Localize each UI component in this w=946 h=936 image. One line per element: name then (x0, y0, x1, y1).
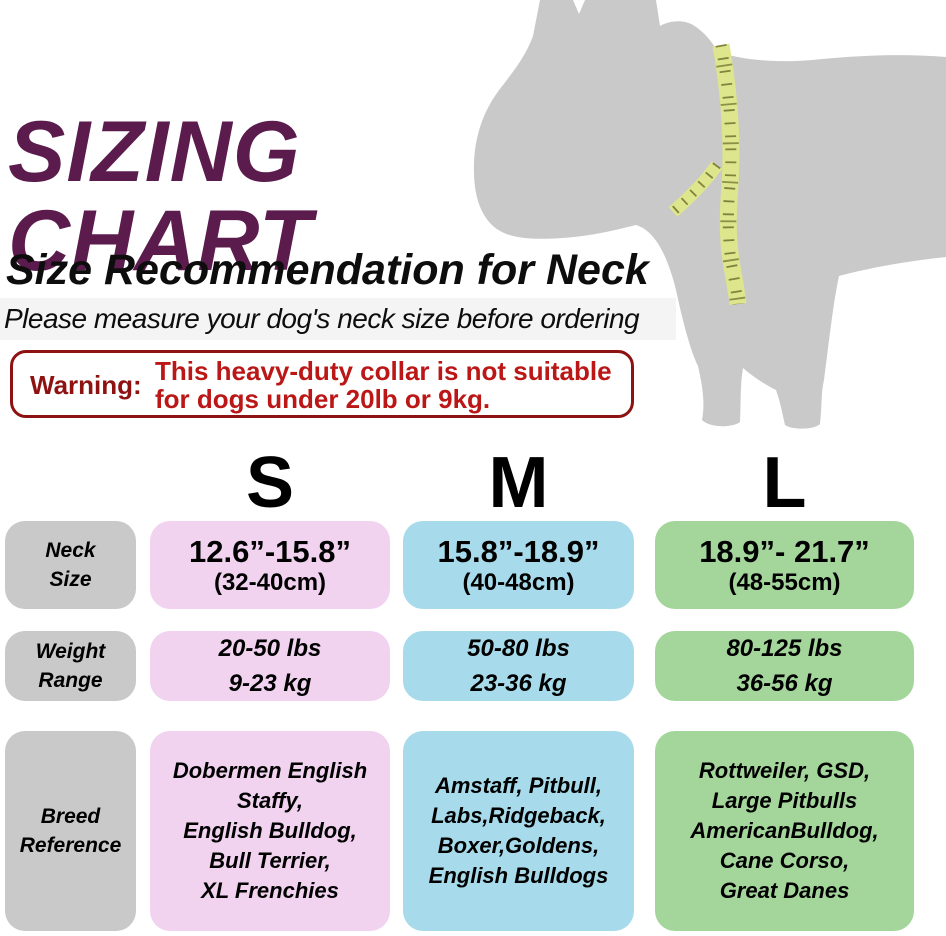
row-label-line: Reference (19, 834, 122, 857)
breed-line: AmericanBulldog, (690, 818, 879, 843)
breed-line: Rottweiler, GSD, (698, 758, 871, 783)
row-label-weight-range: Weight Range (5, 631, 136, 701)
breed-line: Bull Terrier, (209, 848, 331, 873)
weight-kg: 23-36 kg (470, 670, 567, 697)
measure-note: Please measure your dog's neck size befo… (4, 303, 640, 334)
breed-line: Great Danes (719, 878, 850, 903)
weight-kg: 36-56 kg (736, 670, 833, 697)
cell-breed-m: Amstaff, Pitbull, Labs,Ridgeback, Boxer,… (403, 731, 634, 931)
page-title-line1: SIZING (8, 103, 301, 200)
neck-inches: 18.9”- 21.7” (699, 534, 870, 569)
row-label-line: Weight (35, 640, 106, 663)
weight-lbs: 50-80 lbs (467, 635, 570, 662)
cell-weight-s: 20-50 lbs 9-23 kg (150, 631, 390, 701)
row-label-line: Neck (45, 539, 96, 562)
note-background-strip (0, 298, 676, 340)
row-label-breed-reference: Breed Reference (5, 731, 136, 931)
page-title-line2: CHART (8, 192, 313, 289)
dog-silhouette (473, 0, 946, 429)
warning-text: This heavy-duty collar is not suitable f… (155, 357, 612, 413)
cell-weight-l: 80-125 lbs 36-56 kg (655, 631, 914, 701)
row-label-line: Range (38, 669, 103, 692)
breed-line: Large Pitbulls (711, 788, 858, 813)
cell-neck-size-m: 15.8”-18.9” (40-48cm) (403, 521, 634, 609)
page-title: SIZING CHART (8, 103, 313, 289)
breed-line: Boxer,Goldens, (437, 833, 600, 858)
cell-weight-m: 50-80 lbs 23-36 kg (403, 631, 634, 701)
warning-box: Warning: This heavy-duty collar is not s… (10, 350, 634, 418)
cell-neck-size-s: 12.6”-15.8” (32-40cm) (150, 521, 390, 609)
size-header-l: L (762, 443, 807, 523)
neck-inches: 15.8”-18.9” (437, 534, 600, 569)
row-label-line: Size (49, 568, 92, 591)
breed-line: XL Frenchies (201, 878, 339, 903)
warning-label: Warning: (30, 370, 142, 400)
breed-line: Dobermen English (172, 758, 368, 783)
breed-line: Cane Corso, (719, 848, 850, 873)
subtitle: Size Recommendation for Neck (6, 246, 649, 294)
neck-cm: (40-48cm) (462, 569, 575, 596)
measuring-tape (668, 43, 747, 305)
size-header-s: S (245, 443, 295, 523)
breed-line: Staffy, (236, 788, 304, 813)
size-header-m: M (488, 443, 549, 523)
breed-line: Labs,Ridgeback, (431, 803, 606, 828)
cell-breed-s: Dobermen English Staffy, English Bulldog… (150, 731, 390, 931)
breed-line: English Bulldogs (428, 863, 609, 888)
neck-inches: 12.6”-15.8” (189, 534, 351, 569)
row-label-neck-size: Neck Size (5, 521, 136, 609)
weight-kg: 9-23 kg (228, 670, 312, 697)
breed-line: Amstaff, Pitbull, (434, 773, 603, 798)
neck-cm: (48-55cm) (728, 569, 841, 596)
breed-line: English Bulldog, (183, 818, 357, 843)
row-label-line: Breed (40, 805, 101, 828)
weight-lbs: 20-50 lbs (218, 635, 322, 662)
weight-lbs: 80-125 lbs (726, 635, 843, 662)
dog-body-shape (473, 0, 946, 429)
warning-text-line1: This heavy-duty collar is not suitable (155, 356, 612, 386)
cell-neck-size-l: 18.9”- 21.7” (48-55cm) (655, 521, 914, 609)
warning-text-line2: for dogs under 20lb or 9kg. (155, 384, 491, 414)
cell-breed-l: Rottweiler, GSD, Large Pitbulls American… (655, 731, 914, 931)
neck-cm: (32-40cm) (213, 569, 327, 596)
